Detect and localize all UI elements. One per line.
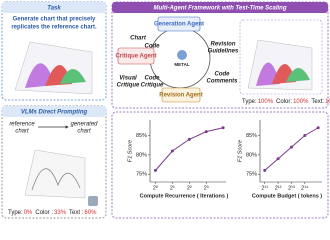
- agent-box: [161, 87, 201, 103]
- score-value: 100%: [293, 99, 309, 105]
- y-axis-label: F1 Score: [237, 140, 243, 162]
- result-thumbnail: [239, 19, 323, 95]
- framework-title: Multi-Agent Framework with Test-Time Sca…: [153, 6, 286, 12]
- chart-thumbnail: [14, 41, 93, 95]
- task-title: Task: [47, 6, 61, 12]
- center-label: METAL: [174, 62, 189, 67]
- score-label: Type:: [8, 210, 23, 216]
- y-tick-label: 85%: [136, 133, 147, 139]
- direct-header: [2, 106, 106, 117]
- reference-label: reference: [9, 122, 35, 128]
- edge-label: Visual: [119, 76, 137, 82]
- x-tick-label: 2¹: [170, 185, 175, 191]
- y-tick-label: 75%: [136, 172, 147, 178]
- point: [289, 145, 293, 149]
- score-value: 0%: [24, 210, 33, 216]
- x-tick-label: 2¹²: [275, 185, 282, 191]
- score-label: Color:: [276, 99, 292, 105]
- score-value: 100%: [325, 99, 330, 105]
- edge-label: Code: [145, 44, 161, 50]
- framework-header: [112, 2, 328, 13]
- score-label: Text :: [69, 210, 84, 216]
- point: [187, 137, 191, 141]
- generated-label: generated: [70, 122, 98, 128]
- point: [204, 130, 208, 134]
- score-value: 33%: [54, 210, 67, 216]
- y-tick-label: 80%: [246, 152, 257, 158]
- task-header: [2, 2, 106, 13]
- y-tick-label: 80%: [136, 152, 147, 158]
- point: [263, 168, 267, 172]
- edge-label: Revision: [210, 42, 235, 48]
- x-tick-label: 2¹⁴: [301, 184, 309, 191]
- figure: Task Generate chart that precisely repli…: [1, 1, 330, 219]
- page: Task Generate chart that precisely repli…: [0, 0, 330, 220]
- x-tick-label: 2¹³: [288, 185, 295, 191]
- point: [276, 157, 280, 161]
- y-tick-label: 75%: [246, 172, 257, 178]
- edge-label: Guidelines: [208, 49, 239, 55]
- edge-label: Code: [215, 72, 231, 78]
- point: [153, 168, 157, 172]
- x-tick-label: 2¹¹: [261, 185, 268, 191]
- agent-label: Revision Agent: [159, 93, 202, 99]
- edge-label: Chart: [130, 36, 147, 42]
- x-tick-label: 2³: [204, 185, 209, 191]
- x-tick-label: 2²: [187, 185, 192, 191]
- x-axis-label: Compute Recurrence ( Iterations ): [140, 193, 229, 199]
- point: [170, 149, 174, 153]
- edge-label: Comments: [206, 79, 238, 85]
- framework-scores: Type:100%Color:100%Text:100%: [242, 99, 330, 105]
- reference-label: chart: [15, 129, 29, 135]
- generated-label: chart: [77, 129, 91, 135]
- edge-label: Critique: [117, 83, 140, 89]
- point: [221, 126, 225, 130]
- x-axis-label: Compute Budget ( tokens ): [252, 193, 322, 199]
- point: [303, 134, 307, 137]
- score-label: Color :: [35, 210, 53, 216]
- charts-panel: [111, 111, 329, 219]
- task-text: Generate chart that precisely: [13, 17, 96, 23]
- score-value: 60%: [84, 210, 97, 216]
- generated-thumbnail: [24, 149, 98, 206]
- agent-label: Generation Agent: [154, 22, 204, 28]
- edge-label: Critique: [141, 83, 164, 89]
- agent-box: [117, 47, 155, 65]
- edge-label: Code: [145, 76, 161, 82]
- score-value: 100%: [258, 99, 274, 105]
- y-axis-label: F1 Score: [127, 140, 133, 162]
- agent-box: [157, 16, 201, 32]
- score-label: Type:: [242, 99, 257, 105]
- point: [316, 126, 320, 130]
- y-tick-label: 85%: [246, 133, 257, 139]
- score-label: Text:: [311, 99, 324, 105]
- task-text: replicates the reference chart.: [11, 25, 97, 31]
- x-tick-label: 2⁰: [153, 184, 159, 191]
- direct-scores: Type:0% Color :33% Text :60%: [8, 210, 97, 216]
- metal-icon: [177, 50, 187, 60]
- direct-title: VLMs Direct Prompting: [21, 110, 88, 116]
- agent-label: Critique Agent: [115, 54, 156, 60]
